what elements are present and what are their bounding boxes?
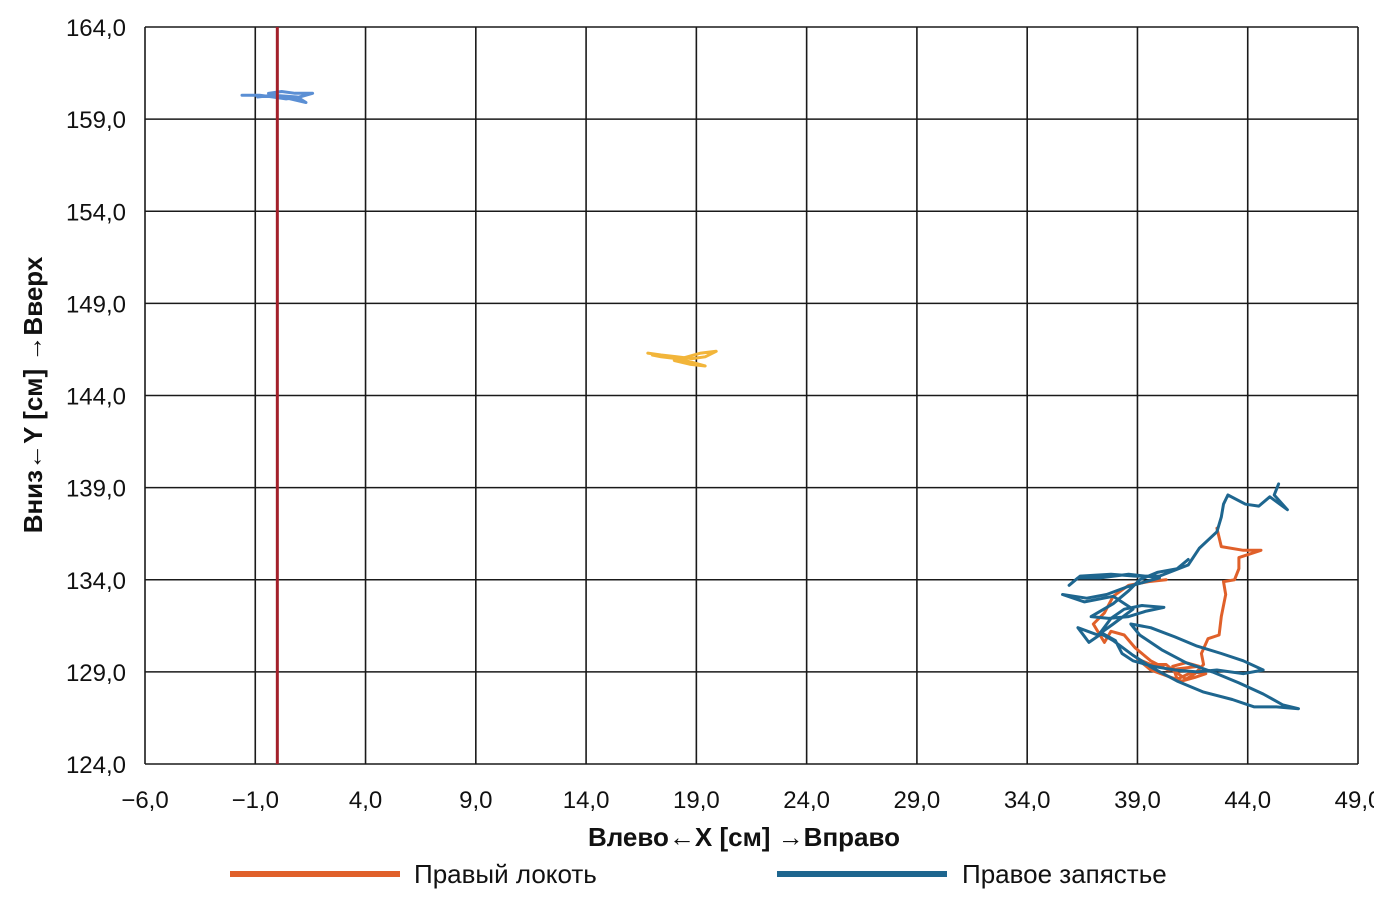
y-tick-label: 134,0 — [66, 568, 126, 595]
x-tick-label: −1,0 — [232, 787, 279, 814]
y-tick-label: 154,0 — [66, 199, 126, 226]
grid — [144, 26, 1359, 765]
x-tick-label: 29,0 — [894, 787, 941, 814]
x-axis-label: Влево←X [см] →Вправо — [588, 822, 900, 852]
x-tick-label: 39,0 — [1114, 787, 1161, 814]
series-line-3 — [646, 349, 718, 368]
series-line-2 — [240, 90, 315, 104]
x-tick-label: 44,0 — [1224, 787, 1271, 814]
x-tick-label: 24,0 — [783, 787, 830, 814]
y-tick-label: 129,0 — [66, 660, 126, 687]
x-tick-label: 19,0 — [673, 787, 720, 814]
y-tick-label: 144,0 — [66, 384, 126, 411]
series-line-1 — [1061, 482, 1300, 711]
y-tick-label: 124,0 — [66, 752, 126, 779]
x-tick-label: 9,0 — [459, 787, 492, 814]
legend: Правый локоть Правое запястье — [230, 859, 1167, 889]
x-tick-label: 49,0 — [1335, 787, 1374, 814]
y-tick-label: 149,0 — [66, 291, 126, 318]
legend-label-right-wrist: Правое запястье — [962, 859, 1167, 889]
x-tick-label: 4,0 — [349, 787, 382, 814]
y-tick-label: 139,0 — [66, 476, 126, 503]
y-tick-labels: 124,0 129,0 134,0 139,0 144,0 149,0 154,0 159,0… — [66, 15, 126, 779]
x-tick-label: 14,0 — [563, 787, 610, 814]
x-tick-labels: −6,0 −1,0 4,0 9,0 14,0 19,0 24,0 29,0 34,0 39,0 44… — [121, 787, 1374, 814]
x-tick-label: −6,0 — [121, 787, 168, 814]
y-axis-label: Вниз←Y [см] →Вверх — [18, 256, 48, 533]
series-layer — [240, 90, 1300, 711]
x-tick-label: 34,0 — [1004, 787, 1051, 814]
y-tick-label: 159,0 — [66, 107, 126, 134]
legend-label-right-elbow: Правый локоть — [414, 859, 597, 889]
y-tick-label: 164,0 — [66, 15, 126, 42]
